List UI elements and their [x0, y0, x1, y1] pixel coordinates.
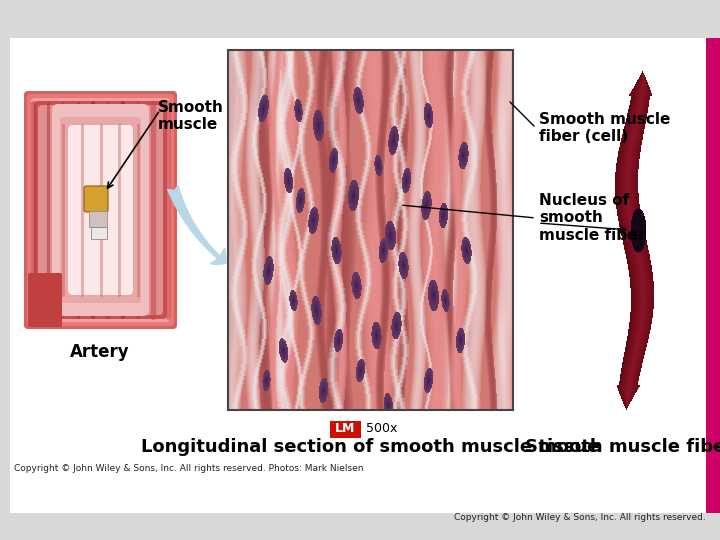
Text: Smooth muscle
fiber (cell): Smooth muscle fiber (cell): [539, 112, 670, 144]
Text: Nucleus of
smooth
muscle fiber: Nucleus of smooth muscle fiber: [539, 193, 645, 243]
FancyBboxPatch shape: [28, 273, 62, 327]
Text: Copyright © John Wiley & Sons, Inc. All rights reserved.: Copyright © John Wiley & Sons, Inc. All …: [454, 514, 706, 523]
FancyBboxPatch shape: [68, 125, 133, 295]
Bar: [10, 38, 710, 513]
FancyBboxPatch shape: [27, 94, 174, 326]
FancyBboxPatch shape: [24, 91, 177, 329]
FancyBboxPatch shape: [38, 105, 163, 315]
FancyBboxPatch shape: [91, 227, 107, 239]
Bar: [706, 38, 720, 513]
FancyBboxPatch shape: [31, 98, 170, 322]
Text: LM: LM: [335, 422, 355, 435]
FancyBboxPatch shape: [34, 101, 167, 319]
Text: Smooth
muscle: Smooth muscle: [158, 100, 224, 132]
Text: 500x: 500x: [366, 422, 397, 435]
FancyBboxPatch shape: [89, 211, 107, 227]
FancyBboxPatch shape: [52, 104, 149, 316]
FancyBboxPatch shape: [330, 421, 361, 437]
Text: Longitudinal section of smooth muscle tissue: Longitudinal section of smooth muscle ti…: [141, 438, 599, 456]
FancyBboxPatch shape: [60, 117, 141, 303]
Text: Copyright © John Wiley & Sons, Inc. All rights reserved. Photos: Mark Nielsen: Copyright © John Wiley & Sons, Inc. All …: [14, 464, 364, 473]
Text: Smooth muscle fiber: Smooth muscle fiber: [526, 438, 720, 456]
Bar: [228, 50, 513, 410]
FancyBboxPatch shape: [84, 186, 108, 212]
Text: Artery: Artery: [70, 343, 130, 361]
